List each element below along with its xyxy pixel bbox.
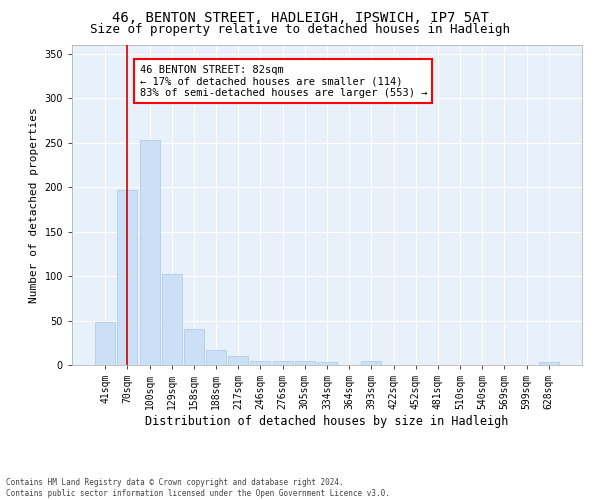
Text: 46 BENTON STREET: 82sqm
← 17% of detached houses are smaller (114)
83% of semi-d: 46 BENTON STREET: 82sqm ← 17% of detache… <box>140 64 427 98</box>
Text: 46, BENTON STREET, HADLEIGH, IPSWICH, IP7 5AT: 46, BENTON STREET, HADLEIGH, IPSWICH, IP… <box>112 11 488 25</box>
Bar <box>162 274 182 365</box>
Bar <box>317 362 337 365</box>
Bar <box>184 328 204 365</box>
Bar <box>118 190 137 365</box>
Bar <box>295 360 315 365</box>
Bar <box>228 356 248 365</box>
Bar <box>95 322 115 365</box>
Bar <box>539 362 559 365</box>
Bar <box>206 350 226 365</box>
Bar <box>361 362 382 365</box>
Bar <box>140 140 160 365</box>
Bar <box>250 362 271 365</box>
Bar <box>272 360 293 365</box>
Text: Contains HM Land Registry data © Crown copyright and database right 2024.
Contai: Contains HM Land Registry data © Crown c… <box>6 478 390 498</box>
Text: Size of property relative to detached houses in Hadleigh: Size of property relative to detached ho… <box>90 22 510 36</box>
Y-axis label: Number of detached properties: Number of detached properties <box>29 107 39 303</box>
X-axis label: Distribution of detached houses by size in Hadleigh: Distribution of detached houses by size … <box>145 415 509 428</box>
